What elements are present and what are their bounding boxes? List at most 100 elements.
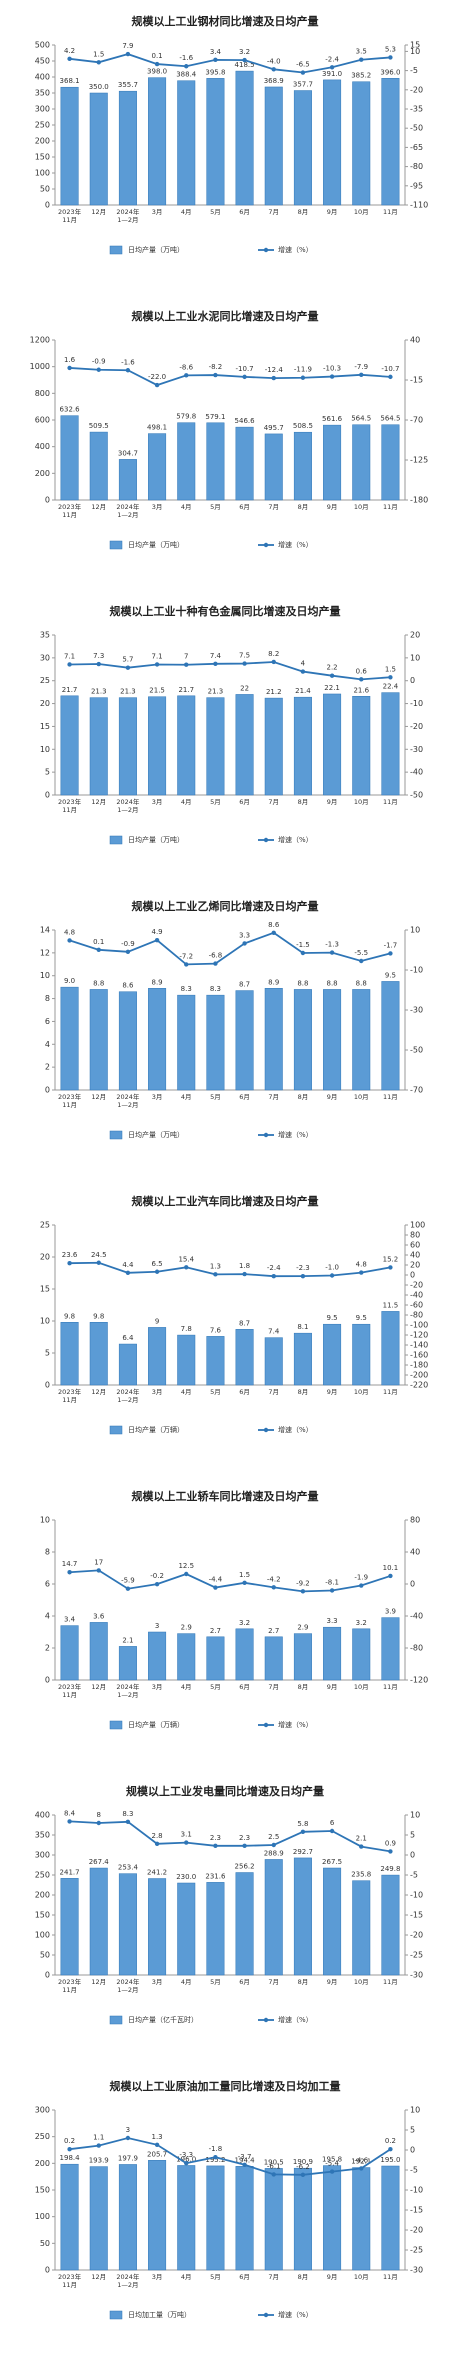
bar-value-label: 205.7 (147, 2150, 167, 2158)
bar (293, 1332, 312, 1386)
bar (206, 1882, 225, 1976)
line-point (242, 661, 247, 666)
bar-value-label: 190.9 (293, 2158, 313, 2166)
x-tick-label: 4月 (180, 1093, 192, 1101)
x-tick-label-box: 3月 (151, 208, 163, 216)
x-tick-label-box: 10月 (354, 798, 369, 806)
y2-tick-label: -5 (410, 1871, 418, 1880)
line-value-label: -10.3 (323, 365, 341, 373)
y2-tick-label: -30 (410, 745, 423, 754)
x-tick-label-box: 10月 (354, 208, 369, 216)
x-tick-label: 5月 (210, 208, 221, 216)
line-value-label: -2.4 (325, 55, 339, 63)
x-tick-label: 3月 (151, 208, 163, 216)
y-tick-label: 0 (45, 496, 50, 505)
line-value-label: 8.6 (268, 921, 280, 929)
x-tick-label: 4月 (180, 208, 192, 216)
bar-value-label: 6.4 (122, 1334, 134, 1342)
y2-tick-label: 20 (410, 1261, 420, 1270)
bar (264, 1636, 283, 1681)
line-point (96, 661, 101, 667)
line-value-label: 1.5 (93, 50, 104, 58)
x-tick-label-box: 6月 (239, 1978, 250, 1986)
legend-marker (263, 247, 269, 253)
line-point (271, 930, 276, 935)
line-point (96, 1260, 101, 1265)
line-value-label: 14.7 (62, 1560, 78, 1568)
bar (323, 1626, 342, 1681)
y2-tick-label: -70 (410, 1086, 423, 1095)
y-tick-label: 20 (40, 699, 50, 708)
bar (293, 989, 312, 1091)
line-point (67, 938, 72, 943)
line-point (154, 662, 160, 667)
x-tick-label-box: 12月 (91, 1978, 106, 1986)
bar (264, 1859, 283, 1976)
y2-tick-label: -20 (410, 2226, 423, 2235)
x-tick-label: 12月 (91, 503, 107, 511)
x-tick-label-box: 12月 (91, 2273, 106, 2281)
x-tick-label-box: 6月 (239, 503, 250, 511)
bar-value-label: 195.2 (205, 2156, 225, 2164)
y2-tick-label: -10 (410, 2186, 423, 2195)
y2-tick-label: -110 (410, 201, 428, 210)
line-value-label: -11.9 (294, 366, 312, 374)
line-point (300, 70, 306, 75)
bar-value-label: 9.5 (327, 1314, 338, 1322)
y-tick-label: 100 (35, 1931, 50, 1940)
x-tick-label-box: 2023年 11月 (58, 503, 81, 519)
line-point (300, 1273, 306, 1279)
bar (60, 2163, 79, 2271)
bar (60, 415, 79, 501)
line-point (300, 950, 306, 956)
bar (60, 986, 79, 1091)
line-value-label: -1.9 (354, 1574, 368, 1582)
line-point (154, 1841, 160, 1847)
legend-swatch (109, 1425, 123, 1435)
bar (177, 1633, 196, 1681)
x-tick-label-box: 10月 (354, 1978, 369, 1986)
x-tick-label: 9月 (326, 208, 338, 216)
x-tick-label: 7月 (268, 2273, 280, 2281)
y-tick-label: 4 (45, 1612, 50, 1621)
bar-value-label: 564.5 (380, 415, 400, 423)
x-tick-label-box: 12月 (91, 503, 107, 511)
x-tick-label: 9月 (326, 503, 338, 511)
bar-value-label: 195.8 (322, 2156, 342, 2164)
bar-value-label: 564.5 (351, 415, 371, 423)
y2-tick-label: 5 (410, 2126, 415, 2135)
x-tick-label: 7月 (268, 798, 280, 806)
bar-value-label: 3.6 (93, 1612, 105, 1620)
bar (235, 1628, 254, 1681)
line-value-label: 3 (126, 2126, 130, 2134)
bar-value-label: 391.0 (322, 70, 342, 78)
x-tick-label-box: 11月 (383, 1388, 398, 1396)
y2-tick-label: 40 (410, 336, 420, 345)
x-tick-label-box: 11月 (383, 1683, 398, 1691)
line-point (184, 1265, 189, 1270)
bar-value-label: 357.7 (293, 81, 313, 89)
y-tick-label: 15 (40, 1285, 50, 1294)
line-point (213, 57, 218, 63)
bar-value-label: 395.8 (205, 68, 225, 76)
x-tick-label-box: 9月 (327, 1978, 338, 1986)
line-value-label: 7.1 (152, 652, 163, 660)
line-value-label: -6.1 (267, 2162, 281, 2170)
bar-value-label: 267.4 (89, 1858, 110, 1866)
bar (381, 1874, 400, 1976)
y2-tick-label: 0 (410, 1580, 415, 1589)
chart-title: 规模以上工业发电量同比增速及日均产量 (126, 1784, 324, 1798)
line-value-label: -8.2 (209, 363, 223, 371)
bar-value-label: 195.0 (380, 2156, 400, 2164)
bar (148, 1327, 167, 1386)
y-tick-label: 600 (35, 416, 50, 425)
bar-value-label: 2.9 (181, 1624, 192, 1632)
x-tick-label: 2024年 1—2月 (116, 208, 140, 224)
y2-tick-label: 100 (410, 1221, 425, 1230)
bar (293, 431, 312, 501)
line (69, 1261, 391, 1278)
y2-tick-label: -100 (410, 1321, 428, 1330)
x-tick-label-box: 8月 (298, 1388, 309, 1396)
bar (148, 433, 167, 501)
y-tick-label: 150 (35, 153, 50, 162)
